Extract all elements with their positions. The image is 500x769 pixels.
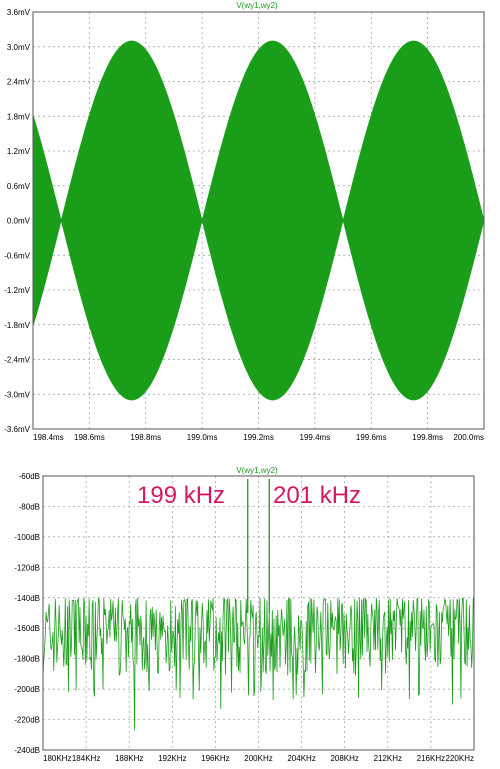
x-tick-label: 216KHz — [417, 754, 445, 763]
x-tick-label: 198.8ms — [130, 433, 161, 442]
y-tick-label: -100dB — [14, 533, 40, 542]
x-tick-label: 184KHz — [72, 754, 100, 763]
y-tick-label: -60dB — [19, 472, 40, 481]
x-tick-label: 198.6ms — [74, 433, 105, 442]
grid — [43, 476, 474, 750]
y-tick-label: -3.6mV — [4, 425, 30, 434]
x-tick-label: 199.8ms — [412, 433, 443, 442]
x-tick-label: 199.6ms — [356, 433, 387, 442]
x-tick-label: 199.2ms — [243, 433, 274, 442]
x-axis: 180KHz 184KHz 188KHz 192KHz 196KHz 200KHz 204K… — [43, 754, 474, 763]
y-tick-label: 1.8mV — [7, 112, 31, 121]
plot-area — [32, 40, 485, 401]
time-domain-chart: V(wy1,wy2) 3.6mV 3.0mV 2.4mV 1.8mV 1.2mV 0.6m… — [4, 1, 485, 442]
y-tick-label: -160dB — [14, 624, 40, 633]
y-tick-label: -220dB — [14, 716, 40, 725]
annotation-199khz: 199 kHz — [137, 482, 225, 509]
x-tick-label: 199.4ms — [300, 433, 331, 442]
x-tick-label: 199.0ms — [187, 433, 218, 442]
plot-area — [42, 479, 475, 731]
y-axis: -60dB -80dB -100dB -120dB -140dB -160dB -180dB… — [14, 472, 40, 755]
annotation-201khz: 201 kHz — [273, 482, 361, 509]
chart-title: V(wy1,wy2) — [236, 466, 278, 475]
y-tick-label: -140dB — [14, 594, 40, 603]
x-tick-label: 204KHz — [287, 754, 315, 763]
y-tick-label: -120dB — [14, 563, 40, 572]
x-axis: 198.4ms 198.6ms 198.8ms 199.0ms 199.2ms 199.4… — [33, 433, 484, 442]
x-tick-label: 198.4ms — [33, 433, 64, 442]
x-tick-label: 212KHz — [374, 754, 402, 763]
y-axis: 3.6mV 3.0mV 2.4mV 1.8mV 1.2mV 0.6mV 0.0mV -0.6m… — [4, 8, 30, 434]
y-tick-label: -3.0mV — [4, 390, 30, 399]
y-tick-label: 0.6mV — [7, 182, 31, 191]
noise-floor-trace — [42, 597, 475, 731]
y-tick-label: -1.8mV — [4, 321, 30, 330]
x-tick-label: 220KHz — [446, 754, 474, 763]
x-tick-label: 200.0ms — [453, 433, 484, 442]
x-tick-label: 192KHz — [158, 754, 186, 763]
y-tick-label: 3.6mV — [7, 8, 31, 17]
x-tick-label: 180KHz — [43, 754, 71, 763]
y-tick-label: 1.2mV — [7, 147, 31, 156]
x-tick-label: 188KHz — [115, 754, 143, 763]
plot-frame — [42, 475, 475, 751]
y-tick-label: 3.0mV — [7, 43, 31, 52]
x-tick-label: 208KHz — [330, 754, 358, 763]
y-tick-label: -1.2mV — [4, 286, 30, 295]
chart-title: V(wy1,wy2) — [236, 1, 278, 10]
plot-frame — [32, 11, 485, 430]
y-tick-label: -180dB — [14, 655, 40, 664]
y-tick-label: -2.4mV — [4, 356, 30, 365]
x-tick-label: 200KHz — [244, 754, 272, 763]
y-tick-label: -80dB — [19, 502, 40, 511]
y-tick-label: 2.4mV — [7, 78, 31, 87]
y-tick-label: -240dB — [14, 746, 40, 755]
y-tick-label: 0.0mV — [7, 217, 31, 226]
x-tick-label: 196KHz — [201, 754, 229, 763]
am-signal-trace — [32, 40, 485, 401]
y-tick-label: -200dB — [14, 685, 40, 694]
y-tick-label: -0.6mV — [4, 251, 30, 260]
